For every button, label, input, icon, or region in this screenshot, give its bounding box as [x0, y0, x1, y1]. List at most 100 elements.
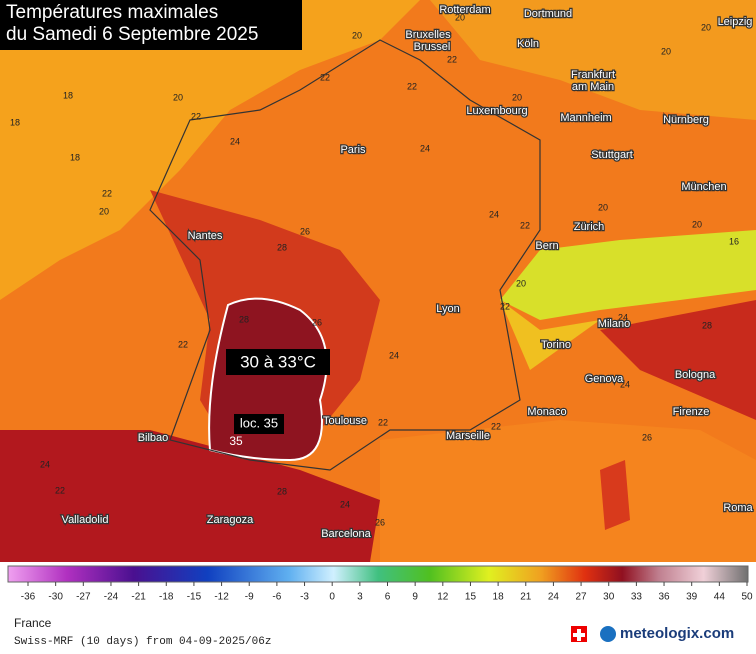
scale-tick-label: -15 — [187, 592, 202, 603]
temperature-label: 22 — [520, 220, 530, 230]
france-border — [149, 39, 541, 471]
temperature-label: 28 — [702, 320, 712, 330]
temperature-label: 18 — [63, 90, 73, 100]
temperature-label: 20 — [455, 12, 465, 22]
temperature-label: 18 — [10, 117, 20, 127]
city-label: Zürich — [574, 221, 605, 233]
scale-tick-label: 6 — [385, 592, 391, 603]
city-label: am Main — [572, 81, 614, 93]
swiss-cross — [573, 629, 585, 641]
temperature-label: 20 — [516, 278, 526, 288]
city-label: Valladolid — [62, 514, 109, 526]
temperature-label: 26 — [312, 317, 322, 327]
po-valley — [600, 300, 756, 420]
annotation: 35 — [229, 434, 243, 448]
temperature-label: 28 — [277, 242, 287, 252]
city-label: Brussel — [414, 41, 451, 53]
temperature-label: 22 — [407, 81, 417, 91]
brand: meteologix.com — [620, 625, 734, 642]
atlantic — [0, 0, 420, 300]
city-label: Rotterdam — [439, 4, 490, 16]
city-label: Bruxelles — [405, 29, 451, 41]
temperature-label: 20 — [692, 219, 702, 229]
city-label: Lyon — [436, 303, 459, 315]
city-label: Paris — [340, 144, 366, 156]
city-label: Dortmund — [524, 8, 572, 20]
temperature-label: 24 — [620, 379, 630, 389]
footer-text: Swiss-MRF (10 days) from 04-09-2025/06z — [14, 636, 271, 648]
scale-tick-label: 44 — [714, 592, 726, 603]
city-label: Frankfurt — [571, 69, 615, 81]
scale-tick-label: 33 — [631, 592, 643, 603]
scale-tick-label: 0 — [329, 592, 335, 603]
scale-tick-label: -9 — [245, 592, 254, 603]
temperature-label: 24 — [489, 209, 499, 219]
temperature-label: 24 — [389, 350, 399, 360]
footer-text: France — [14, 616, 52, 630]
title-box — [0, 0, 302, 50]
temperature-label: 24 — [340, 499, 350, 509]
scale-tick-label: 3 — [357, 592, 363, 603]
city-label: Milano — [598, 318, 630, 330]
temperature-label: 22 — [447, 54, 457, 64]
scale-tick-label: 9 — [412, 592, 418, 603]
city-label: München — [681, 181, 726, 193]
city-label: Nürnberg — [663, 114, 709, 126]
scale-tick-label: -3 — [300, 592, 309, 603]
temperature-label: 22 — [178, 339, 188, 349]
scale-tick-label: -36 — [21, 592, 36, 603]
alps — [500, 230, 756, 320]
city-label: Firenze — [673, 406, 710, 418]
temperature-label: 22 — [500, 301, 510, 311]
scale-tick-label: 50 — [741, 592, 753, 603]
temperature-label: 18 — [70, 152, 80, 162]
temperature-label: 22 — [102, 188, 112, 198]
title-line: du Samedi 6 Septembre 2025 — [6, 24, 258, 45]
scale-tick-label: -18 — [159, 592, 174, 603]
temperature-label: 20 — [173, 92, 183, 102]
temperature-label: 26 — [300, 226, 310, 236]
annotation-box — [226, 349, 330, 375]
city-label: Nantes — [188, 230, 223, 242]
scale-tick-label: 39 — [686, 592, 698, 603]
temperature-label: 20 — [661, 46, 671, 56]
city-label: Stuttgart — [591, 149, 633, 161]
city-label: Marseille — [446, 430, 490, 442]
annotation: loc. 35 — [240, 415, 278, 430]
scale-tick-label: -30 — [48, 592, 63, 603]
temperature-label: 22 — [320, 72, 330, 82]
temperature-label: 22 — [55, 485, 65, 495]
temperature-label: 24 — [420, 143, 430, 153]
temperature-label: 26 — [642, 432, 652, 442]
city-label: Leipzig — [718, 16, 753, 28]
temperature-label: 20 — [512, 92, 522, 102]
scale-tick-label: 36 — [658, 592, 670, 603]
city-label: Roma — [723, 502, 753, 514]
city-label: Köln — [517, 38, 539, 50]
city-label: Monaco — [527, 406, 566, 418]
temperature-label: 20 — [352, 30, 362, 40]
city-label: Toulouse — [323, 415, 367, 427]
temperature-label: 20 — [701, 22, 711, 32]
city-label: Genova — [585, 373, 624, 385]
annotation: 30 à 33°C — [240, 352, 316, 371]
scale-tick-label: -27 — [76, 592, 91, 603]
scale-tick-label: -21 — [131, 592, 146, 603]
corsica — [600, 460, 630, 530]
city-label: Luxembourg — [466, 105, 527, 117]
city-label: Zaragoza — [207, 514, 254, 526]
city-label: Bilbao — [138, 432, 169, 444]
spain — [0, 430, 380, 562]
scale-tick-label: -12 — [214, 592, 229, 603]
temperature-label: 22 — [378, 417, 388, 427]
temperature-label: 22 — [491, 421, 501, 431]
scale-tick-label: 15 — [465, 592, 477, 603]
temperature-label: 16 — [729, 236, 739, 246]
city-label: Bologna — [675, 369, 716, 381]
temperature-label: 24 — [618, 312, 628, 322]
scale-tick-label: 12 — [437, 592, 449, 603]
scale-tick-label: 18 — [493, 592, 505, 603]
alps-south — [500, 300, 600, 370]
